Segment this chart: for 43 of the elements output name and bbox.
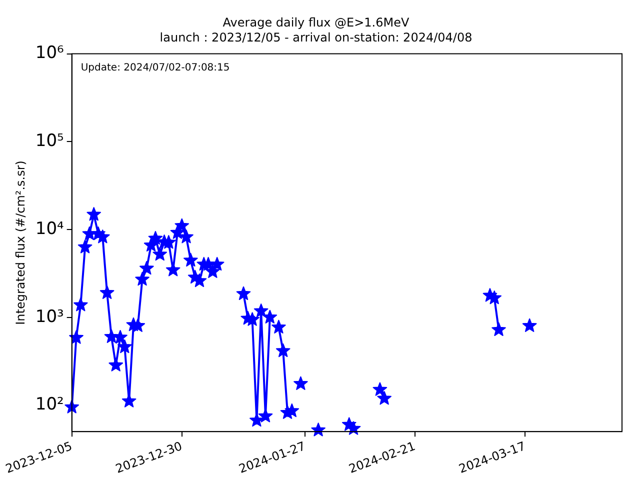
point [272,320,286,334]
point [522,318,537,332]
y-tick-label: 10⁵ [35,131,64,152]
y-tick-label: 10² [35,394,64,415]
point [86,207,102,221]
point [377,391,392,405]
point [100,285,114,300]
point [108,358,124,372]
y-tick-label: 10⁶ [35,43,64,64]
point [152,246,168,261]
point [250,412,264,427]
point [174,218,190,232]
y-tick-label: 10³ [35,306,64,327]
point [311,422,326,436]
point [73,298,88,312]
point [140,260,154,275]
point [166,262,180,276]
point [236,286,251,300]
point [254,304,268,318]
point [148,230,163,245]
point [179,230,194,244]
point [284,403,300,418]
point [210,256,224,271]
point [276,343,290,358]
point [258,408,273,422]
chart-title: Average daily flux @E>1.6MeV [222,15,410,30]
point [122,394,136,408]
point [64,400,80,414]
point [262,310,278,324]
point [294,376,308,390]
point [492,322,506,336]
y-tick-label: 10⁴ [35,218,64,239]
annotation: Update: 2024/07/02-07:08:15 [80,62,230,74]
chart-subtitle: launch : 2023/12/05 - arrival on-station: 2024/04/08 [160,30,472,45]
point [135,272,150,286]
point [206,264,220,278]
point [184,252,198,267]
point [372,382,388,396]
point [104,329,119,343]
point [78,240,92,254]
y-axis-title: Integrated flux (#/cm².s.sr) [13,160,28,325]
point [118,339,132,354]
point [69,330,84,344]
